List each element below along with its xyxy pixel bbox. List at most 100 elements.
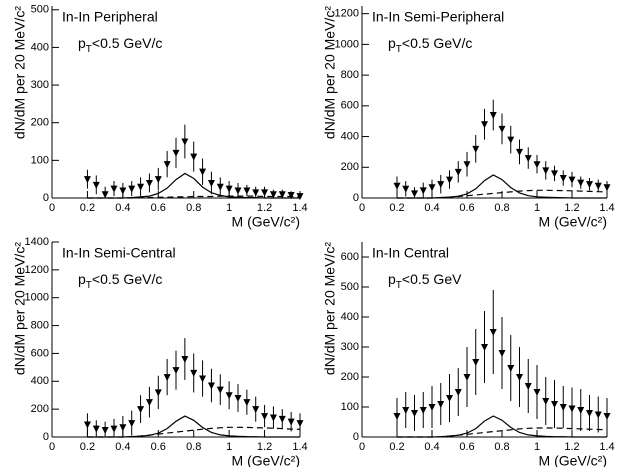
data-point <box>207 382 215 390</box>
dashed-curve <box>397 189 608 199</box>
y-tick-label: 600 <box>341 100 359 112</box>
data-point <box>586 181 593 189</box>
data-point <box>472 359 480 366</box>
panel-title: In-In Central <box>372 245 449 261</box>
x-tick-label: 0.2 <box>80 441 95 453</box>
subtitle-sub: T <box>396 44 402 55</box>
data-point <box>411 190 418 198</box>
y-axis-label: dN/dM per 20 MeV/c² <box>322 6 338 139</box>
y-tick-label: 500 <box>341 281 359 293</box>
y-tick-label: 200 <box>31 403 49 415</box>
subtitle-sub: T <box>396 280 402 291</box>
x-tick-label: 0.6 <box>151 441 166 453</box>
data-point <box>234 187 242 195</box>
panel-title: In-In Semi-Peripheral <box>372 9 504 25</box>
data-point <box>446 395 453 402</box>
x-tick-label: 1.4 <box>292 202 307 214</box>
x-tick-label: 1.4 <box>599 441 614 453</box>
data-point <box>498 350 506 357</box>
y-tick-label: 400 <box>341 130 359 142</box>
data-point <box>507 136 515 144</box>
data-point <box>463 161 471 169</box>
x-tick-label: 0.8 <box>186 441 201 453</box>
data-point <box>568 405 576 413</box>
subtitle-base: p <box>388 271 396 287</box>
y-tick-label: 100 <box>31 154 49 166</box>
data-point <box>287 191 295 199</box>
data-point <box>463 374 471 381</box>
y-tick-label: 0 <box>353 192 359 204</box>
y-tick-label: 600 <box>341 251 359 263</box>
data-point <box>216 183 224 191</box>
data-point <box>154 389 162 397</box>
data-point <box>110 185 118 193</box>
data-point <box>269 414 277 422</box>
y-axis-label: dN/dM per 20 MeV/c² <box>12 6 28 139</box>
data-point <box>252 189 260 197</box>
x-tick-label: 1 <box>226 202 232 214</box>
data-point <box>481 344 488 351</box>
y-tick-label: 1000 <box>335 38 359 50</box>
data-point <box>163 161 171 169</box>
x-axis-label: M (GeV/c²) <box>232 453 300 467</box>
y-tick-label: 1200 <box>335 8 359 20</box>
y-tick-label: 400 <box>31 41 49 53</box>
data-point <box>507 365 515 372</box>
data-point <box>594 182 602 190</box>
dashed-curve <box>87 195 301 199</box>
data-point <box>101 427 109 435</box>
dashed-curve <box>87 426 301 438</box>
x-tick-label: 0.8 <box>494 441 509 453</box>
subtitle-base: p <box>78 271 86 287</box>
data-point <box>419 407 427 414</box>
data-point <box>551 401 558 408</box>
data-point <box>119 187 127 195</box>
data-point <box>446 176 453 184</box>
data-point <box>542 398 550 405</box>
data-point <box>216 386 224 394</box>
x-tick-label: 0.2 <box>389 441 404 453</box>
data-point <box>603 184 611 192</box>
data-point <box>181 356 189 363</box>
panel-subtitle: pT<0.5 GeV/c <box>78 35 162 55</box>
panel-subtitle: pT<0.5 GeV <box>388 271 462 291</box>
x-tick-label: 0 <box>359 441 365 453</box>
data-point <box>119 424 127 432</box>
data-point <box>163 374 171 382</box>
data-point <box>428 184 436 192</box>
y-tick-label: 1400 <box>25 236 49 248</box>
data-point <box>402 407 410 414</box>
subtitle-rest: <0.5 GeV/c <box>92 271 162 287</box>
data-point <box>411 410 418 417</box>
data-point <box>428 404 436 411</box>
data-point <box>419 187 427 195</box>
data-point <box>172 149 180 157</box>
x-tick-label: 0.6 <box>151 202 166 214</box>
data-point <box>498 125 506 133</box>
y-tick-label: 300 <box>341 341 359 353</box>
y-tick-label: 800 <box>31 319 49 331</box>
panel-subtitle: pT<0.5 GeV/c <box>78 271 162 291</box>
data-point <box>586 410 593 417</box>
x-tick-label: 0.4 <box>115 202 130 214</box>
data-point <box>489 329 497 336</box>
data-point <box>199 375 207 383</box>
x-tick-label: 1.4 <box>292 441 307 453</box>
x-tick-label: 0.4 <box>424 441 439 453</box>
data-point <box>278 191 286 199</box>
data-point <box>287 418 295 426</box>
data-point <box>577 407 585 414</box>
y-tick-label: 0 <box>353 431 359 443</box>
y-tick-label: 200 <box>341 371 359 383</box>
data-point <box>472 145 480 153</box>
y-tick-label: 0 <box>43 192 49 204</box>
data-point <box>207 179 215 187</box>
y-tick-label: 0 <box>43 431 49 443</box>
data-point <box>568 176 576 184</box>
data-point <box>252 406 260 414</box>
data-point <box>128 185 136 193</box>
x-tick-label: 0.8 <box>186 202 201 214</box>
data-point <box>489 112 497 120</box>
data-point <box>128 420 136 428</box>
